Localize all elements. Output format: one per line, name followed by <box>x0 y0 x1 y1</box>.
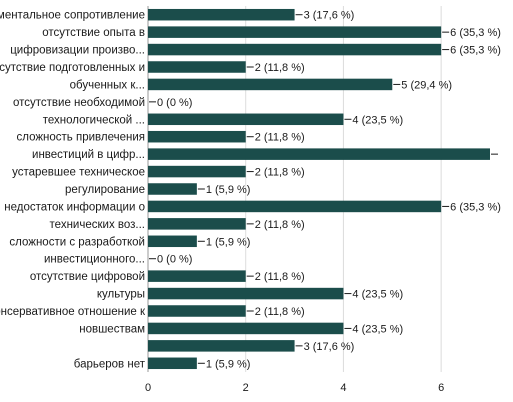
value-label: 0 (0 %) <box>157 97 192 109</box>
category-label: обученных к... <box>70 79 145 91</box>
bar <box>148 235 197 248</box>
bar <box>148 26 442 38</box>
bar <box>148 357 197 370</box>
category-label: недостаток информации о <box>4 201 145 213</box>
category-label: сложность привлечения <box>16 132 145 144</box>
category-label: технических воз... <box>50 219 145 231</box>
value-label: 2 (11,8 %) <box>255 62 305 74</box>
value-label: 2 (11,8 %) <box>255 167 305 179</box>
category-label: сложности с разработкой <box>9 236 145 248</box>
bar <box>148 200 442 213</box>
category-label: инвестиций в цифр... <box>32 149 145 161</box>
category-label: регулирование <box>65 184 145 196</box>
category-label: цифровизации произво... <box>10 45 145 57</box>
value-label: 3 (17,6 %) <box>304 341 355 353</box>
value-label: 4 (23,5 %) <box>352 114 403 126</box>
category-labels: ментальное сопротивление отсутствие опыта… <box>0 10 146 371</box>
bar <box>148 78 393 91</box>
bar <box>148 340 295 352</box>
value-label: 1 (5,9 %) <box>206 184 251 196</box>
bar <box>148 148 490 160</box>
bar <box>148 270 246 282</box>
value-label: 5 (29,4 %) <box>401 79 452 91</box>
bar <box>148 165 246 178</box>
value-label: 6 (35,3 %) <box>450 27 501 39</box>
value-label: 2 (11,8 %) <box>255 306 305 318</box>
x-tick-label: 0 <box>145 382 151 394</box>
category-label: устаревшее техническое <box>12 167 145 179</box>
value-label: 6 (35,3 %) <box>450 45 501 57</box>
category-label: ментальное сопротивление <box>0 10 145 22</box>
bar <box>148 8 295 21</box>
category-label: инвестиционного... <box>44 254 145 266</box>
value-label: 1 (5,9 %) <box>206 358 251 370</box>
category-label: консервативное отношение к <box>0 306 146 318</box>
category-label: барьеров нет <box>74 358 146 370</box>
value-label: 3 (17,6 %) <box>304 10 355 22</box>
value-label: 2 (11,8 %) <box>255 219 305 231</box>
category-label: отсутствие опыта в <box>42 27 145 39</box>
bar <box>148 322 344 335</box>
x-axis-ticks: 0 2 4 6 <box>145 382 444 394</box>
bar <box>148 130 246 143</box>
value-label: 4 (23,5 %) <box>352 323 403 335</box>
value-label: 0 (0 %) <box>157 254 192 266</box>
category-label: отсутствие необходимой <box>13 97 145 109</box>
bar <box>148 113 344 126</box>
bar <box>148 218 246 230</box>
category-label: отсутствие подготовленных и <box>0 62 145 74</box>
bar <box>148 61 246 73</box>
value-label: 1 (5,9 %) <box>206 236 251 248</box>
bar <box>148 183 197 195</box>
x-tick-label: 6 <box>438 382 444 394</box>
x-tick-label: 4 <box>340 382 346 394</box>
value-label: 6 (35,3 %) <box>450 201 501 213</box>
bar <box>148 43 442 56</box>
value-label: 2 (11,8 %) <box>255 132 305 144</box>
x-tick-label: 2 <box>243 382 249 394</box>
value-labels: 3 (17,6 %) 6 (35,3 %) 6 (35,3 %) 2 (11,8 %)… <box>149 10 501 370</box>
category-label: отсутствие цифровой <box>30 271 145 283</box>
value-label: 2 (11,8 %) <box>255 271 305 283</box>
value-label: 4 (23,5 %) <box>352 289 403 301</box>
bars-group <box>148 8 490 370</box>
category-label: технологической ... <box>43 114 145 126</box>
category-label: новшествам <box>79 323 145 335</box>
bar <box>148 305 246 317</box>
category-label: культуры <box>97 289 145 301</box>
bar <box>148 287 344 300</box>
